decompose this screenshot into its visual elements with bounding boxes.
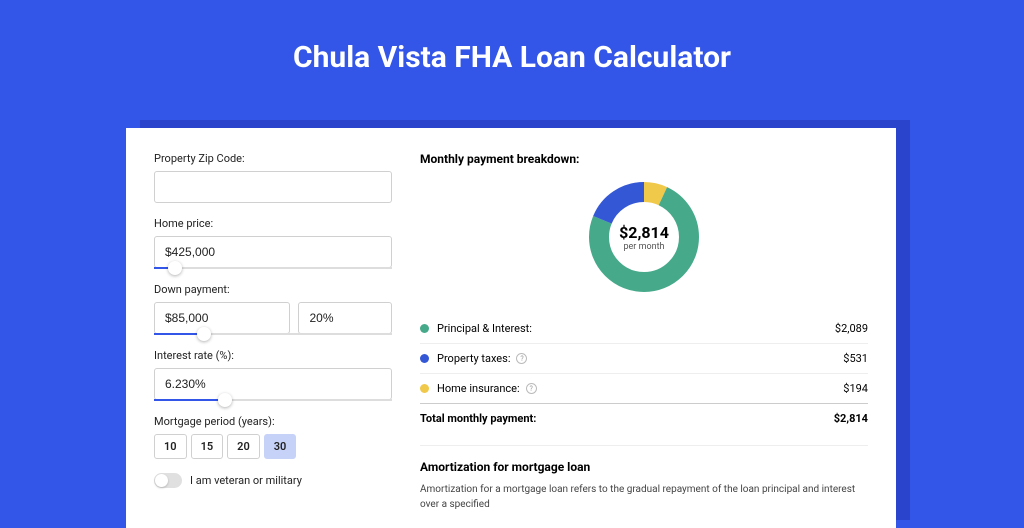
- donut-chart-wrap: $2,814 per month: [420, 178, 868, 296]
- donut-chart: $2,814 per month: [585, 178, 703, 296]
- info-icon[interactable]: ?: [516, 353, 527, 364]
- home-price-label: Home price:: [154, 217, 392, 230]
- total-row: Total monthly payment: $2,814: [420, 403, 868, 433]
- breakdown-row: Home insurance:? $194: [420, 373, 868, 403]
- home-price-field: Home price:: [154, 217, 392, 269]
- period-field: Mortgage period (years): 10152030: [154, 415, 392, 459]
- down-slider[interactable]: [154, 333, 392, 335]
- legend-dot: [420, 324, 429, 333]
- legend-dot: [420, 384, 429, 393]
- donut-amount: $2,814: [619, 223, 669, 242]
- down-amount-input[interactable]: [154, 302, 290, 334]
- down-pct-input[interactable]: [298, 302, 392, 334]
- total-value: $2,814: [834, 412, 868, 425]
- breakdown-title: Monthly payment breakdown:: [420, 152, 868, 166]
- page-title: Chula Vista FHA Loan Calculator: [0, 0, 1024, 103]
- home-price-input[interactable]: [154, 236, 392, 268]
- period-option-10[interactable]: 10: [154, 434, 187, 459]
- rate-field: Interest rate (%):: [154, 349, 392, 401]
- down-payment-field: Down payment:: [154, 283, 392, 335]
- total-label: Total monthly payment:: [420, 412, 536, 425]
- down-payment-label: Down payment:: [154, 283, 392, 296]
- breakdown-value: $194: [843, 382, 868, 395]
- veteran-label: I am veteran or military: [190, 474, 302, 487]
- info-icon[interactable]: ?: [526, 383, 537, 394]
- input-column: Property Zip Code: Home price: Down paym…: [154, 152, 392, 504]
- donut-center: $2,814 per month: [585, 178, 703, 296]
- breakdown-row: Principal & Interest: $2,089: [420, 314, 868, 343]
- breakdown-column: Monthly payment breakdown: $2,814 per mo…: [420, 152, 868, 504]
- rate-label: Interest rate (%):: [154, 349, 392, 362]
- breakdown-value: $2,089: [835, 322, 868, 335]
- breakdown-row: Property taxes:? $531: [420, 343, 868, 373]
- zip-label: Property Zip Code:: [154, 152, 392, 165]
- legend-dot: [420, 354, 429, 363]
- rate-slider[interactable]: [154, 399, 392, 401]
- toggle-knob: [155, 474, 168, 487]
- veteran-row: I am veteran or military: [154, 473, 392, 488]
- donut-sub: per month: [623, 242, 664, 252]
- breakdown-value: $531: [843, 352, 868, 365]
- zip-input[interactable]: [154, 171, 392, 203]
- rate-input[interactable]: [154, 368, 392, 400]
- breakdown-label: Property taxes:: [437, 352, 510, 365]
- breakdown-rows: Principal & Interest: $2,089 Property taxe…: [420, 314, 868, 403]
- breakdown-label: Principal & Interest:: [437, 322, 532, 335]
- zip-field: Property Zip Code:: [154, 152, 392, 203]
- period-option-30[interactable]: 30: [264, 434, 297, 459]
- amortization-text: Amortization for a mortgage loan refers …: [420, 482, 868, 512]
- home-price-slider[interactable]: [154, 267, 392, 269]
- amortization-title: Amortization for mortgage loan: [420, 460, 868, 474]
- period-option-20[interactable]: 20: [227, 434, 260, 459]
- veteran-toggle[interactable]: [154, 473, 182, 488]
- period-option-15[interactable]: 15: [191, 434, 224, 459]
- period-label: Mortgage period (years):: [154, 415, 392, 428]
- amortization-section: Amortization for mortgage loan Amortizat…: [420, 445, 868, 512]
- period-options: 10152030: [154, 434, 392, 459]
- calculator-card: Property Zip Code: Home price: Down paym…: [126, 128, 896, 528]
- breakdown-label: Home insurance:: [437, 382, 520, 395]
